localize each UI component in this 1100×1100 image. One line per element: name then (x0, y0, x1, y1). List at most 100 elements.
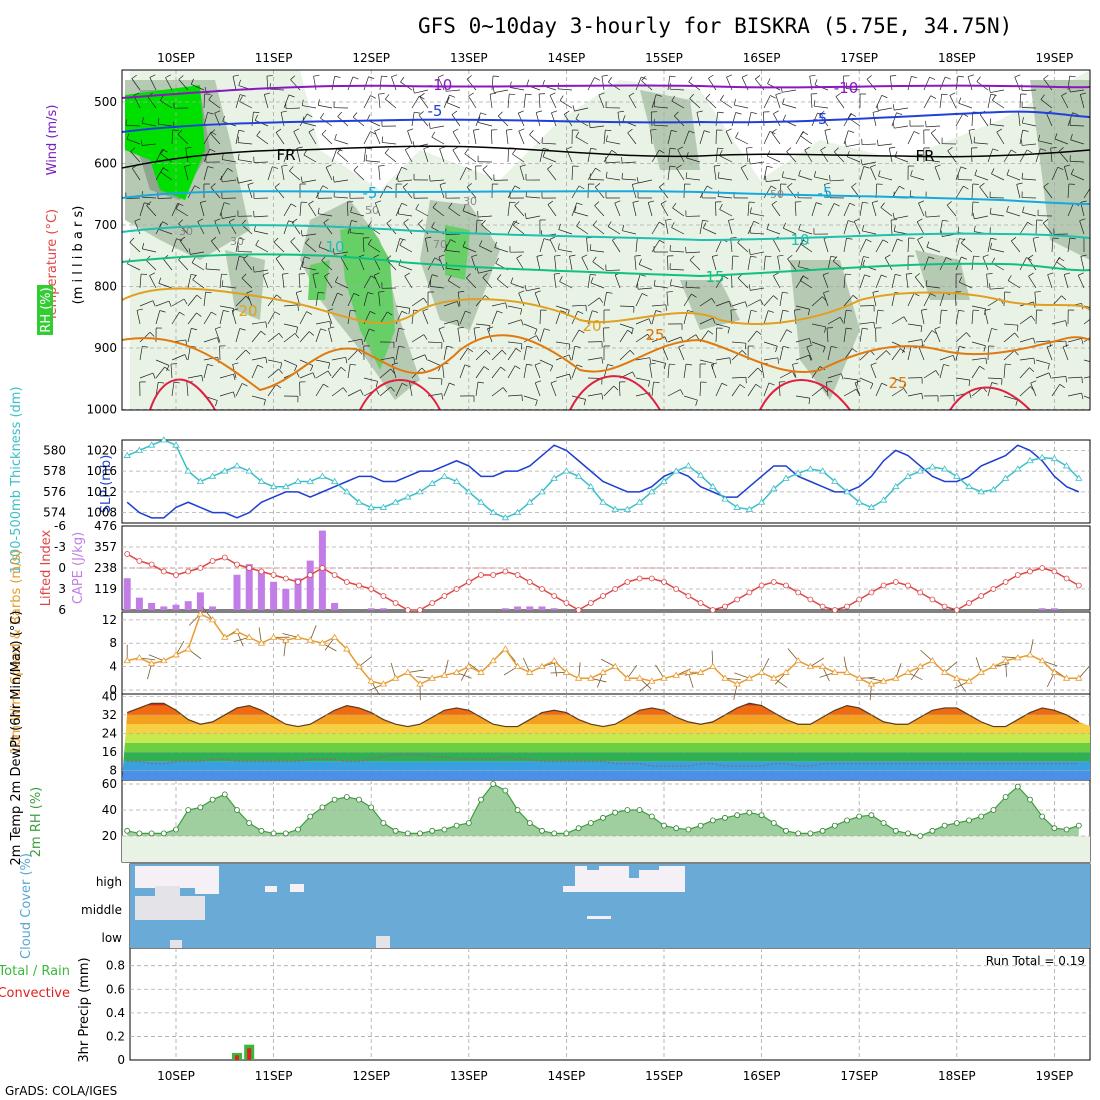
wind-barb-flag (1098, 375, 1099, 381)
wind-barb (763, 131, 771, 145)
wind-barb (516, 257, 525, 271)
wind-barb-flag (639, 274, 646, 277)
wind-barb-flag (893, 225, 896, 232)
wind-barb (939, 354, 954, 361)
wind-barb-flag (290, 237, 296, 242)
wind-barb (283, 304, 298, 307)
wind-tick: 4 (109, 660, 117, 674)
wind-barb (843, 388, 857, 397)
wind-barb-flag (422, 308, 429, 312)
wind-barb (1062, 346, 1069, 361)
wind-barb (494, 247, 509, 253)
wind-barb-flag (689, 255, 695, 261)
wind-barb-flag (1064, 164, 1071, 167)
wind-barb (171, 203, 179, 217)
wind-barb-flag (750, 111, 757, 114)
thickness-point (526, 498, 534, 505)
wind-barb (289, 170, 301, 181)
wind-barb (475, 295, 486, 307)
wind-barb-flag (448, 202, 453, 209)
wind-barb-flag (848, 130, 855, 133)
thickness-point (1001, 474, 1010, 481)
thickness-point (1026, 456, 1034, 464)
wind-barb (934, 328, 941, 343)
wind-barb (270, 88, 285, 91)
wind-10m-barb (390, 662, 396, 679)
wind-barb (587, 297, 600, 307)
contour-label: 30 (230, 235, 244, 248)
contour-label: 25 (888, 374, 907, 392)
wind-10m-barb (175, 640, 185, 656)
wind-speed-point (892, 674, 900, 681)
wind-barb (1035, 148, 1041, 163)
wind-barb (378, 94, 381, 109)
wind-barb (549, 95, 557, 109)
wind-barb (843, 220, 849, 235)
wind-barb-flag (447, 275, 452, 281)
wind-barb (603, 327, 605, 343)
lifted-index-point (966, 600, 972, 606)
rh-point (563, 830, 570, 837)
wind-barb-flag (404, 272, 411, 277)
wind-barb (526, 287, 541, 292)
wind-barb (891, 274, 896, 289)
wind-barb (290, 79, 301, 91)
wind-barb-flag (770, 95, 776, 99)
wind-speed-point (135, 654, 144, 661)
wind-barb-flag (899, 348, 906, 353)
wind-barb (1063, 166, 1069, 181)
wind-barb (814, 105, 829, 109)
wind-barb-flag (916, 218, 923, 223)
wind-barb-flag (834, 147, 839, 153)
wind-barb (715, 327, 717, 343)
lifted-index-point (636, 575, 643, 582)
wind-barb (430, 125, 445, 129)
wind-barb-flag (513, 220, 520, 225)
wind-barb-flag (671, 222, 675, 228)
wind-barb (323, 222, 333, 235)
wind-barb (654, 106, 669, 109)
wind-barb-flag (1027, 221, 1033, 226)
wind-barb (923, 330, 933, 343)
wind-barb (795, 354, 810, 361)
wind-barb-flag (942, 219, 949, 222)
rh-point (966, 817, 972, 824)
wind-barb (910, 175, 925, 181)
wind-barb (1019, 149, 1028, 163)
wind-barb-flag (360, 389, 364, 396)
wind-barb-flag (559, 95, 564, 101)
wind-barb (1019, 337, 1034, 343)
wind-barb-flag (191, 257, 196, 263)
wind-speed-point (684, 668, 693, 675)
wind-barb-flag (305, 238, 310, 244)
wind-barb-flag (221, 273, 228, 276)
wind-barb (555, 310, 561, 325)
lifted-index-point (929, 596, 936, 603)
wind-barb-flag (880, 202, 885, 208)
wind-barb (315, 383, 324, 397)
wind-barb-flag (318, 291, 325, 294)
wind-barb (638, 287, 653, 290)
wind-barb (321, 133, 333, 145)
wind-barb (529, 134, 541, 145)
wind-barb-flag (275, 384, 282, 389)
wind-barb-flag (479, 240, 483, 247)
wind-barb (187, 274, 192, 289)
wind-speed-point (379, 680, 388, 687)
wind-barb (1003, 323, 1018, 326)
dewpoint-line (127, 753, 1079, 767)
wind-barb-flag (136, 308, 143, 311)
wind-barb (696, 112, 701, 127)
wind-barb (507, 341, 522, 344)
wind-10m-panel: 10m Wind Speed & Barbs (m/s) (9, 550, 1090, 754)
wind-barb-flag (863, 256, 870, 259)
wind-barb (398, 179, 413, 182)
wind-barb (843, 238, 847, 253)
thickness-point (696, 471, 705, 478)
lifted-index-point (1051, 568, 1058, 575)
lifted-index-point (880, 582, 887, 589)
wind-barb-flag (968, 379, 971, 386)
wind-barb (1042, 222, 1053, 235)
wind-barb (795, 305, 810, 310)
wind-barb-flag (304, 256, 311, 259)
